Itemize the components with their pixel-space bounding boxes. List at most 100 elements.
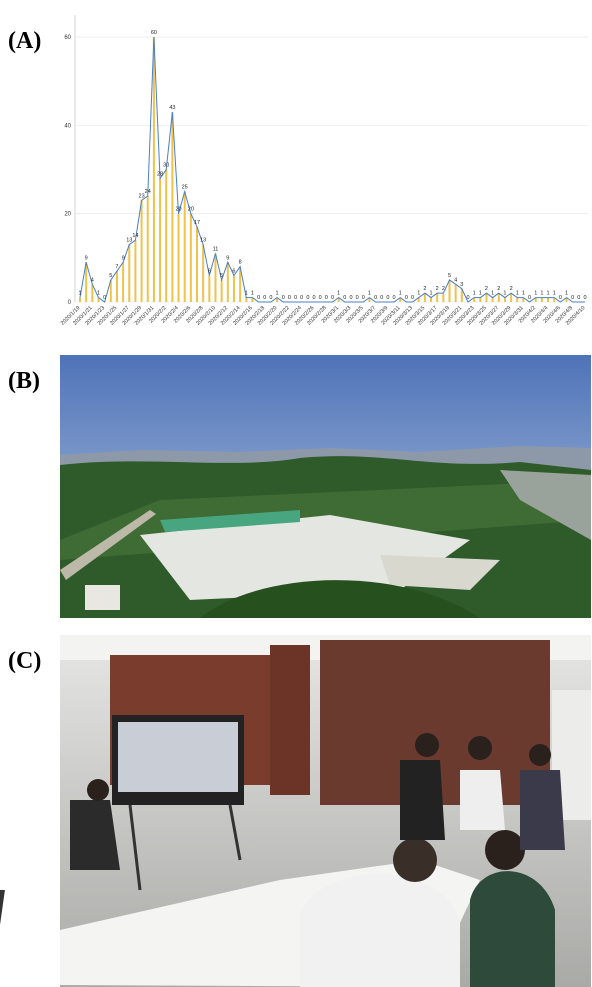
data-label: 2 — [510, 286, 513, 292]
data-label: 1 — [417, 291, 420, 297]
bar — [276, 297, 279, 302]
data-label: 13 — [200, 238, 206, 244]
bar — [226, 262, 229, 302]
bar — [122, 262, 125, 302]
data-label: 4 — [91, 277, 94, 283]
data-label: 0 — [349, 295, 352, 301]
bar — [442, 293, 445, 302]
bar — [337, 297, 340, 302]
bar — [152, 37, 155, 302]
data-label: 1 — [78, 291, 81, 297]
bar — [232, 275, 235, 302]
bar — [214, 253, 217, 302]
line — [79, 37, 585, 303]
bar — [448, 279, 451, 302]
data-label: 17 — [194, 220, 200, 226]
panel-label: (A) — [8, 28, 41, 54]
data-label: 23 — [139, 193, 145, 199]
bar — [540, 297, 543, 302]
bar — [516, 297, 519, 302]
data-label: 1 — [534, 291, 537, 297]
data-label: 2 — [436, 286, 439, 292]
bar — [177, 213, 180, 302]
bar — [553, 297, 556, 302]
data-label: 1 — [503, 291, 506, 297]
data-label: 2 — [423, 286, 426, 292]
data-label: 1 — [473, 291, 476, 297]
bar — [491, 297, 494, 302]
bar — [85, 262, 88, 302]
bar — [479, 297, 482, 302]
bar — [202, 244, 205, 302]
bar — [460, 288, 463, 302]
data-label: 0 — [306, 295, 309, 301]
bar — [239, 266, 242, 302]
data-label: 2 — [442, 286, 445, 292]
bar — [97, 297, 100, 302]
panel-label: (C) — [8, 648, 41, 674]
bar — [79, 297, 81, 302]
bar — [473, 297, 476, 302]
bar — [91, 284, 94, 302]
data-label: 3 — [460, 282, 463, 288]
data-label: 0 — [325, 295, 328, 301]
data-label: 0 — [577, 295, 580, 301]
data-label: 0 — [294, 295, 297, 301]
bar — [146, 196, 149, 302]
data-label: 14 — [132, 233, 138, 239]
data-label: 0 — [356, 295, 359, 301]
bar — [245, 297, 248, 302]
data-label: 1 — [399, 291, 402, 297]
y-tick-label: 40 — [64, 123, 71, 129]
data-label: 0 — [269, 295, 272, 301]
data-label: 7 — [115, 264, 118, 270]
data-label: 0 — [405, 295, 408, 301]
bar — [220, 279, 223, 302]
data-label: 60 — [151, 30, 157, 36]
data-label: 1 — [491, 291, 494, 297]
data-label: 0 — [257, 295, 260, 301]
data-label: 5 — [448, 273, 451, 279]
data-label: 20 — [175, 207, 181, 213]
bar — [109, 279, 112, 302]
bar — [183, 191, 186, 302]
data-label: 5 — [109, 273, 112, 279]
data-label: 20 — [188, 207, 194, 213]
data-label: 8 — [239, 260, 242, 266]
data-label: 0 — [263, 295, 266, 301]
bar — [417, 297, 420, 302]
data-label: 28 — [157, 171, 163, 177]
data-label: 0 — [571, 295, 574, 301]
data-label: 0 — [343, 295, 346, 301]
bar — [510, 293, 513, 302]
bar — [171, 112, 174, 302]
y-tick-label: 0 — [68, 300, 72, 306]
data-label: 1 — [276, 291, 279, 297]
data-label: 0 — [466, 295, 469, 301]
data-label: 9 — [226, 255, 229, 261]
bar — [128, 244, 131, 302]
panel-label: (B) — [8, 368, 40, 394]
bar — [534, 297, 537, 302]
bar — [165, 169, 168, 302]
data-label: 0 — [103, 295, 106, 301]
data-label: 0 — [374, 295, 377, 301]
data-label: 1 — [516, 291, 519, 297]
chart: 0204060194105791314232460283043202520171… — [60, 15, 588, 327]
bar — [115, 271, 118, 302]
bar — [189, 213, 192, 302]
bar — [140, 200, 143, 302]
data-label: 0 — [300, 295, 303, 301]
data-label: 6 — [232, 269, 235, 275]
data-label: 0 — [288, 295, 291, 301]
data-label: 6 — [208, 269, 211, 275]
bar — [196, 226, 199, 302]
data-label: 2 — [497, 286, 500, 292]
photo-meeting — [0, 635, 591, 987]
data-label: 0 — [282, 295, 285, 301]
bar — [503, 297, 506, 302]
data-label: 0 — [319, 295, 322, 301]
data-label: 1 — [547, 291, 550, 297]
data-label: 0 — [380, 295, 383, 301]
